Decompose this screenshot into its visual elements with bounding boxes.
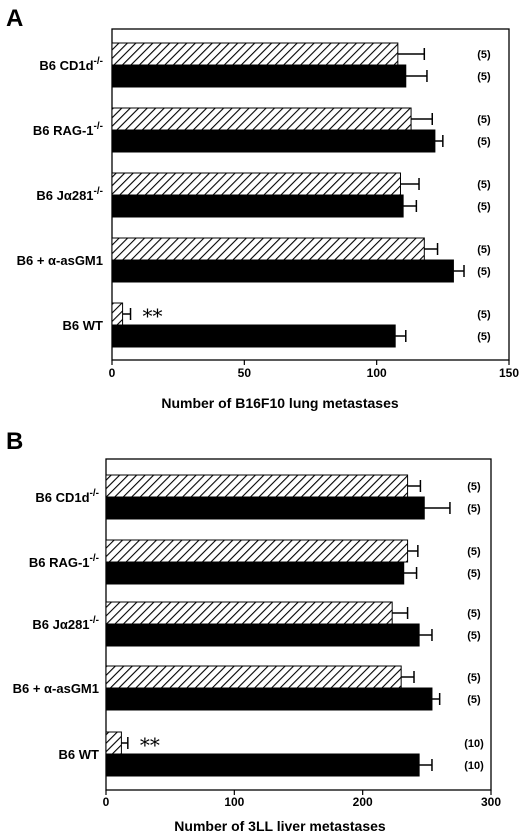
- bar-hatched-b6-wt: [105, 731, 122, 755]
- bar-hatched-b6-wt: [111, 302, 124, 326]
- x-tick-label: 100: [367, 366, 387, 380]
- bar-solid-b6-cd1d: [105, 496, 425, 520]
- sample-size-label: (5): [477, 244, 491, 256]
- bar-hatched-b6-asgm1: [105, 665, 402, 689]
- x-tick-label: 50: [238, 366, 252, 380]
- panel-a: A 0 50 100 150 B6 CD1d-/- B6 RAG-1-/- B6 Jα28…: [6, 5, 519, 411]
- sample-size-label: (5): [467, 503, 481, 515]
- sample-size-label: (5): [477, 331, 491, 343]
- sample-size-label: (5): [467, 568, 481, 580]
- bar-hatched-b6-rag-1: [111, 107, 412, 131]
- bar-solid-b6-wt: [105, 753, 420, 777]
- bar-solid-b6-j-281: [105, 623, 420, 647]
- category-labels-b: B6 CD1d-/- B6 RAG-1-/- B6 Jα281-/- B6 + α-a…: [13, 488, 99, 762]
- bar-solid-b6-rag-1: [111, 129, 436, 153]
- x-tick-label: 0: [103, 795, 110, 809]
- significance-annotation: **: [140, 733, 160, 757]
- significance-annotation: **: [143, 304, 163, 328]
- panel-b: B 0 100 200 300 B6 CD1d-/- B6 RAG-1-/- B6 Jα2…: [6, 428, 501, 834]
- panel-letter-a: A: [6, 5, 23, 32]
- x-tick-label: 150: [499, 366, 519, 380]
- category-label-b6-cd1d: B6 CD1d-/-: [35, 488, 99, 505]
- panel-letter-b: B: [6, 428, 23, 455]
- sample-size-label: (5): [477, 136, 491, 148]
- bar-solid-b6-j-281: [111, 194, 404, 218]
- sample-size-label: (5): [477, 201, 491, 213]
- sample-size-label: (5): [477, 71, 491, 83]
- x-axis-a: 0 50 100 150: [109, 360, 519, 380]
- bar-hatched-b6-cd1d: [105, 474, 409, 498]
- sample-size-label: (5): [467, 694, 481, 706]
- category-label-b6-rag-1: B6 RAG-1-/-: [33, 121, 103, 138]
- sample-size-label: (5): [477, 114, 491, 126]
- bar-hatched-b6-j-281: [105, 601, 393, 625]
- category-labels-a: B6 CD1d-/- B6 RAG-1-/- B6 Jα281-/- B6 + α-a…: [17, 56, 103, 333]
- bar-solid-b6-asgm1: [105, 687, 433, 711]
- bars-a: (5) (5) (5) (5) (5) (5) (5) (5) (5) (5) **: [111, 42, 491, 348]
- category-label-b6-j-281: B6 Jα281-/-: [36, 186, 103, 203]
- bar-hatched-b6-asgm1: [111, 237, 425, 261]
- bar-solid-b6-cd1d: [111, 64, 407, 88]
- bars-b: (5) (5) (5) (5) (5) (5) (5) (5) (10) (10) **: [105, 474, 484, 777]
- bar-solid-b6-rag-1: [105, 561, 405, 585]
- bar-hatched-b6-cd1d: [111, 42, 399, 66]
- category-label-b6-wt: B6 WT: [63, 318, 104, 333]
- sample-size-label: (5): [477, 266, 491, 278]
- category-label-b6-asgm1: B6 + α-asGM1: [17, 253, 103, 268]
- sample-size-label: (5): [477, 179, 491, 191]
- x-axis-title-a: Number of B16F10 lung metastases: [161, 395, 399, 411]
- sample-size-label: (10): [464, 738, 484, 750]
- sample-size-label: (5): [467, 608, 481, 620]
- x-tick-label: 300: [481, 795, 501, 809]
- bar-hatched-b6-j-281: [111, 172, 401, 196]
- category-label-b6-j-281: B6 Jα281-/-: [32, 615, 99, 632]
- sample-size-label: (10): [464, 760, 484, 772]
- x-tick-label: 0: [109, 366, 116, 380]
- bar-solid-b6-wt: [111, 324, 396, 348]
- x-axis-b: 0 100 200 300: [103, 790, 501, 809]
- sample-size-label: (5): [477, 49, 491, 61]
- x-axis-title-b: Number of 3LL liver metastases: [174, 818, 386, 834]
- bar-solid-b6-asgm1: [111, 259, 454, 283]
- sample-size-label: (5): [467, 546, 481, 558]
- bar-hatched-b6-rag-1: [105, 539, 409, 563]
- sample-size-label: (5): [477, 309, 491, 321]
- category-label-b6-asgm1: B6 + α-asGM1: [13, 681, 99, 696]
- sample-size-label: (5): [467, 630, 481, 642]
- category-label-b6-rag-1: B6 RAG-1-/-: [29, 553, 99, 570]
- x-tick-label: 100: [224, 795, 244, 809]
- category-label-b6-cd1d: B6 CD1d-/-: [39, 56, 103, 73]
- category-label-b6-wt: B6 WT: [59, 747, 100, 762]
- x-tick-label: 200: [353, 795, 373, 809]
- sample-size-label: (5): [467, 672, 481, 684]
- sample-size-label: (5): [467, 481, 481, 493]
